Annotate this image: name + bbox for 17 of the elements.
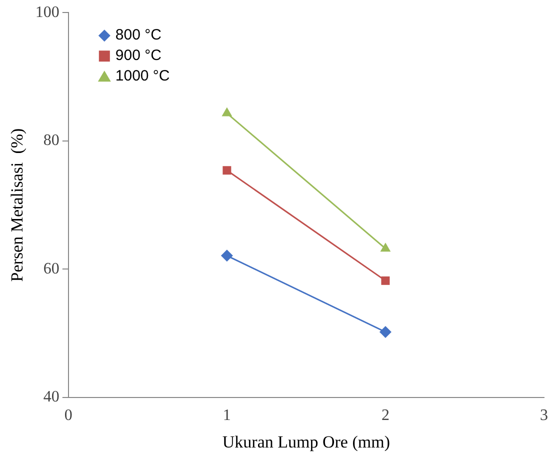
- legend-label: 1000 °C: [115, 68, 170, 85]
- y-tick-label: 60: [43, 260, 60, 278]
- x-tick-label: 0: [64, 407, 72, 424]
- x-tick-label: 2: [381, 407, 390, 424]
- legend-label: 900 °C: [115, 47, 162, 64]
- point: [379, 326, 392, 338]
- y-axis-title: Persen Metalisasi (%): [8, 128, 27, 282]
- point: [220, 250, 233, 262]
- y-tick-label: 80: [43, 132, 60, 150]
- point: [381, 276, 390, 285]
- x-tick-label: 3: [540, 407, 548, 424]
- point: [222, 166, 232, 175]
- x-axis-title: Ukuran Lump Ore (mm): [222, 432, 390, 452]
- y-tick-label: 100: [35, 4, 60, 21]
- legend-label: 800 °C: [115, 26, 162, 44]
- y-tick-label: 40: [43, 388, 60, 406]
- x-tick-label: 1: [222, 407, 231, 424]
